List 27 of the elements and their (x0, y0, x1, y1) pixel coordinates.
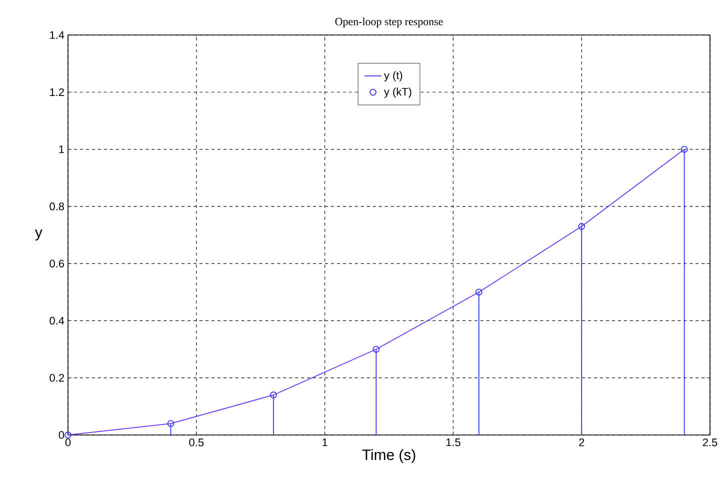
y-tick-label: 0.4 (50, 316, 64, 325)
x-tick-label: 0 (65, 438, 71, 446)
legend-label: y (kT) (384, 88, 412, 98)
point (475, 288, 482, 296)
x-tick-label: 1 (322, 438, 328, 446)
y-tick-label: 0 (58, 431, 64, 439)
x-tick-label: 1.5 (446, 438, 460, 446)
x-tick-label: 2 (579, 438, 584, 446)
point (270, 392, 277, 398)
x-tick-label: 0.5 (189, 438, 204, 446)
line-series (68, 148, 685, 435)
x-tick-label: 2.5 (702, 438, 718, 446)
y-tick-label: 1.4 (50, 31, 64, 39)
point (167, 420, 174, 427)
point (64, 432, 72, 438)
y-axis-title: y (34, 229, 42, 240)
y-tick-label: 0.2 (50, 374, 64, 382)
x-axis-title: Time (s) (362, 449, 416, 464)
legend-label: y (t) (384, 71, 402, 82)
point (680, 146, 688, 153)
point (372, 346, 380, 353)
y-tick-label: 0.6 (50, 260, 64, 268)
y-tick-label: 0.8 (50, 202, 64, 210)
point (578, 222, 586, 230)
y-tick-label: 1 (59, 146, 64, 154)
y-tick-label: 1.2 (50, 88, 64, 96)
chart-title: Open-loop step response (335, 18, 443, 28)
